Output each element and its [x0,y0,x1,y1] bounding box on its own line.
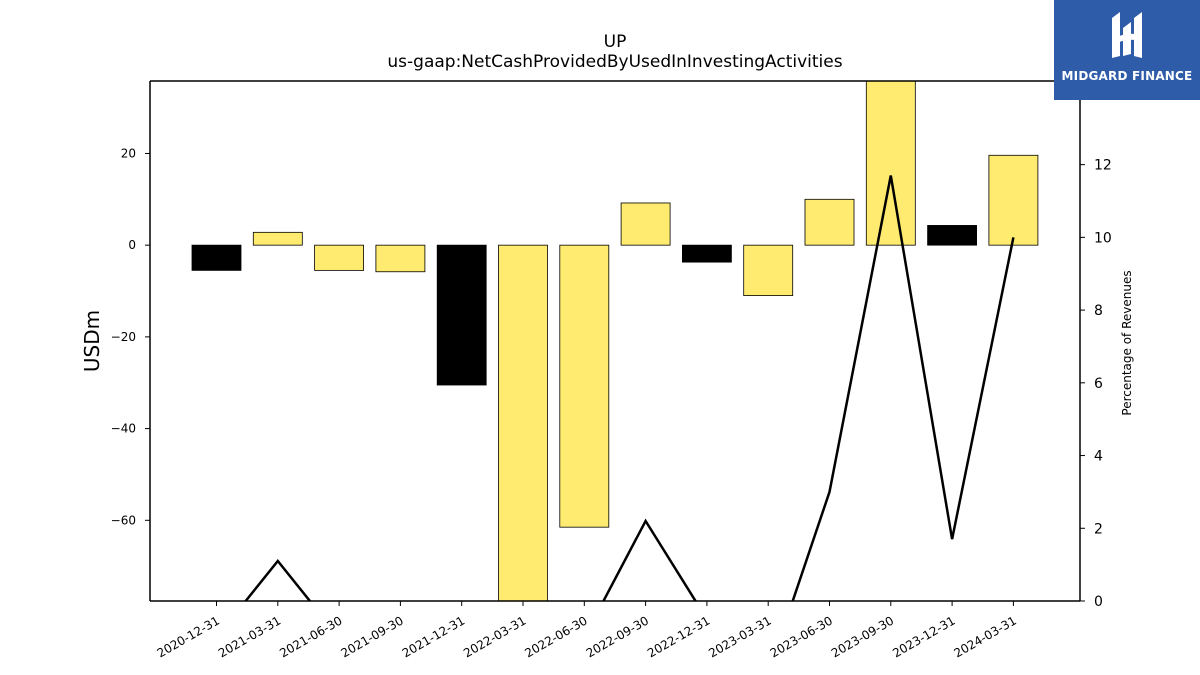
logo-text: MIDGARD FINANCE [1061,69,1193,83]
y-axis-title: USDm [80,310,104,372]
chart-subtitle: us-gaap:NetCashProvidedByUsedInInvesting… [387,52,843,72]
y-tick-label: −60 [111,513,136,527]
bar-2023-12-31 [927,225,977,246]
y-tick-label: −40 [111,422,136,436]
x-tick-label: 2021-03-31 [216,613,283,660]
bar-2021-12-31 [436,244,487,386]
x-tick-label: 2023-09-30 [829,613,896,660]
x-tick-label: 2021-06-30 [277,613,344,660]
x-tick-label: 2020-12-31 [155,613,222,660]
bar-2022-03-31 [498,244,548,601]
x-tick-label: 2022-03-31 [461,613,528,660]
x-tick-label: 2023-03-31 [706,613,773,660]
y-right-axis-title: Percentage of Revenues [1120,270,1134,415]
x-tick-label: 2021-12-31 [400,613,467,660]
bar-2023-06-30 [804,198,855,246]
chart-title: UP [603,32,627,52]
midgard-logo-icon [1112,12,1142,58]
bar-2022-06-30 [559,244,610,528]
x-tick-label: 2021-09-30 [338,613,405,660]
series-line-percentage [244,175,1015,601]
y-right-tick-label: 12 [1094,158,1112,174]
brand-logo: MIDGARD FINANCE [1054,0,1200,100]
bar-2023-03-31 [743,244,794,297]
x-tick-label: 2022-06-30 [522,613,589,660]
x-tick-label: 2024-03-31 [951,613,1018,660]
y-tick-label: 20 [121,146,136,160]
bar-2024-03-31 [988,154,1039,246]
x-tick-label: 2023-06-30 [768,613,835,660]
bar-2021-09-30 [375,244,426,273]
bar-2021-03-31 [252,231,303,246]
bar-2023-09-30 [865,81,916,246]
bar-2022-12-31 [682,244,732,263]
bar-2021-06-30 [314,244,365,271]
y-right-tick-label: 10 [1094,230,1112,246]
bar-2022-09-30 [620,202,671,246]
y-right-tick-label: 8 [1094,303,1103,319]
x-tick-label: 2023-12-31 [890,613,957,660]
y-right-tick-label: 2 [1094,521,1103,537]
x-tick-label: 2022-09-30 [584,613,651,660]
x-tick-label: 2022-12-31 [645,613,712,660]
y-right-tick-label: 6 [1094,376,1103,392]
y-tick-label: −20 [111,330,136,344]
y-right-tick-label: 4 [1094,449,1103,465]
y-tick-label: 0 [128,238,136,252]
y-right-tick-label: 0 [1094,594,1103,610]
bar-2020-12-31 [191,244,242,271]
